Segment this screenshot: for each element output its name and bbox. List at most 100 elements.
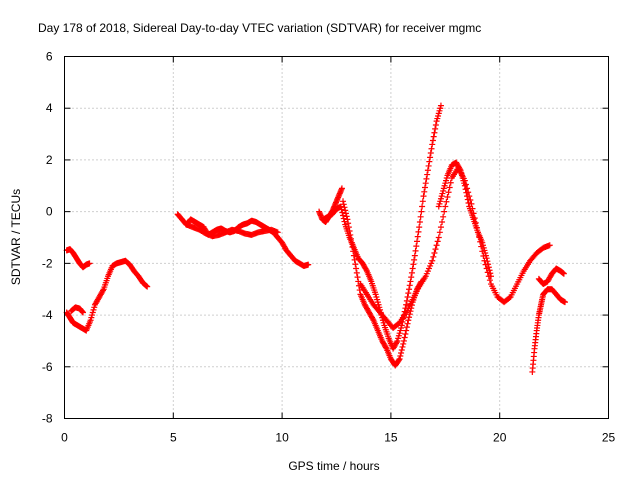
chart-title: Day 178 of 2018, Sidereal Day-to-day VTE… (38, 21, 481, 35)
data-point (344, 216, 351, 223)
y-tick-label: -4 (42, 308, 53, 322)
data-point (338, 185, 345, 192)
data-point (352, 261, 359, 268)
data-point (403, 301, 410, 308)
data-point (350, 248, 357, 255)
data-point (402, 331, 409, 338)
data-point (410, 261, 417, 268)
data-point (340, 198, 347, 205)
data-point (408, 269, 415, 276)
data-point (426, 158, 433, 165)
data-point (485, 264, 492, 271)
data-point (347, 231, 354, 238)
x-tick-label: 20 (493, 431, 507, 445)
data-point (86, 260, 93, 267)
data-point (428, 145, 435, 152)
data-point (345, 224, 352, 231)
y-tick-label: -6 (42, 360, 53, 374)
data-point (143, 282, 150, 289)
data-point (465, 200, 472, 207)
data-point (434, 238, 441, 245)
data-point (484, 258, 491, 265)
data-point (350, 252, 357, 259)
data-point (369, 315, 376, 322)
data-point (418, 208, 425, 215)
data-point (419, 203, 426, 210)
data-point (441, 208, 448, 215)
data-point (432, 125, 439, 132)
data-point (411, 252, 418, 259)
grid-lines (64, 56, 609, 419)
data-point (395, 357, 402, 364)
axis-ticks (64, 56, 609, 419)
data-point (343, 213, 350, 220)
series-arc-4 (174, 211, 312, 269)
data-point (440, 213, 447, 220)
data-point (407, 308, 414, 315)
y-axis-label: SDTVAR / TECUs (9, 189, 23, 285)
data-point (546, 242, 553, 249)
data-point (400, 337, 407, 344)
data-point (463, 189, 470, 196)
data-point (406, 282, 413, 289)
data-point (406, 286, 413, 293)
data-point (486, 277, 493, 284)
data-point (425, 162, 432, 169)
data-point (446, 184, 453, 191)
data-point (404, 293, 411, 300)
data-point (429, 141, 436, 148)
data-point (415, 228, 422, 235)
data-point (421, 184, 428, 191)
data-point (417, 213, 424, 220)
data-point (409, 265, 416, 272)
data-point (393, 339, 400, 346)
data-point (430, 133, 437, 140)
data-point (414, 233, 421, 240)
data-point (342, 207, 349, 214)
data-point (305, 261, 312, 268)
data-point (561, 299, 568, 306)
data-point (353, 265, 360, 272)
data-point (406, 314, 413, 321)
data-point (429, 257, 436, 264)
data-point (464, 196, 471, 203)
data-point (354, 274, 361, 281)
data-point (401, 334, 408, 341)
data-point (408, 274, 415, 281)
data-point (421, 188, 428, 195)
data-point (462, 186, 469, 193)
series-arc-5 (183, 221, 281, 240)
x-tick-label: 25 (602, 431, 616, 445)
data-point (436, 229, 443, 236)
series-arc-7 (320, 102, 444, 352)
x-tick-label: 15 (384, 431, 398, 445)
data-point (435, 234, 442, 241)
data-point (437, 102, 444, 109)
data-point (397, 353, 404, 360)
data-point (398, 349, 405, 356)
data-point (414, 238, 421, 245)
data-points (63, 102, 568, 375)
x-axis-label: GPS time / hours (288, 459, 379, 473)
series-arc-11 (529, 286, 568, 375)
data-point (430, 253, 437, 260)
y-tick-label: -2 (42, 256, 53, 270)
data-point (444, 193, 451, 200)
data-point (349, 243, 356, 250)
data-point (420, 193, 427, 200)
data-point (439, 218, 446, 225)
data-point (403, 297, 410, 304)
data-point (341, 204, 348, 211)
series-arc-9 (357, 164, 553, 331)
data-point (353, 269, 360, 276)
data-point (431, 250, 438, 257)
data-point (99, 287, 106, 294)
data-point (382, 344, 389, 351)
data-point (348, 235, 355, 242)
series-arc-10 (435, 159, 494, 280)
data-point (403, 324, 410, 331)
data-point (560, 270, 567, 277)
data-point (412, 247, 419, 254)
data-point (398, 346, 405, 353)
